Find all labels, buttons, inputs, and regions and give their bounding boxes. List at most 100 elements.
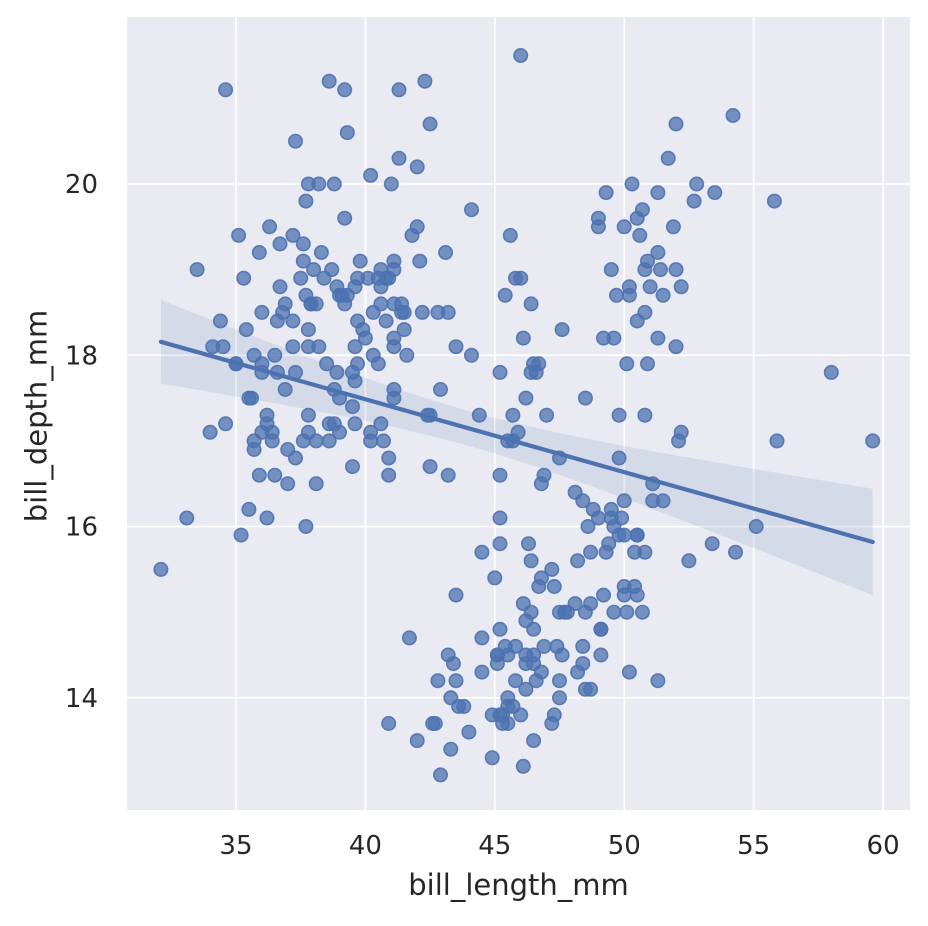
data-point: [634, 604, 650, 620]
data-point: [492, 536, 508, 552]
x-tick-label: 55: [737, 831, 770, 861]
y-tick-label: 20: [65, 170, 98, 200]
data-point: [233, 527, 249, 543]
data-point: [445, 656, 461, 672]
data-point: [632, 227, 648, 243]
data-point: [427, 715, 443, 731]
data-point: [725, 108, 741, 124]
data-point: [363, 433, 379, 449]
data-point: [311, 176, 327, 192]
data-point: [616, 219, 632, 235]
x-tick-label: 40: [349, 831, 382, 861]
data-point: [513, 47, 529, 63]
data-point: [500, 647, 516, 663]
data-point: [611, 527, 627, 543]
data-point: [308, 433, 324, 449]
data-point: [515, 758, 531, 774]
data-point: [231, 227, 247, 243]
data-point: [593, 647, 609, 663]
data-point: [396, 322, 412, 338]
data-point: [474, 630, 490, 646]
data-point: [440, 304, 456, 320]
data-point: [321, 416, 337, 432]
data-point: [246, 347, 262, 363]
data-point: [611, 450, 627, 466]
data-point: [267, 347, 283, 363]
data-point: [539, 407, 555, 423]
data-point: [704, 536, 720, 552]
data-point: [668, 339, 684, 355]
data-point: [352, 253, 368, 269]
data-point: [381, 715, 397, 731]
data-point: [471, 407, 487, 423]
data-point: [295, 433, 311, 449]
data-point: [381, 450, 397, 466]
data-point: [262, 219, 278, 235]
x-axis-label: bill_length_mm: [408, 868, 629, 902]
data-point: [375, 433, 391, 449]
data-point: [285, 339, 301, 355]
data-point: [554, 322, 570, 338]
data-point: [484, 750, 500, 766]
data-point: [689, 176, 705, 192]
data-point: [212, 313, 228, 329]
data-point: [536, 638, 552, 654]
data-point: [727, 544, 743, 560]
data-point: [492, 621, 508, 637]
data-point: [619, 356, 635, 372]
data-point: [583, 544, 599, 560]
data-point: [489, 656, 505, 672]
data-point: [673, 424, 689, 440]
data-point: [313, 245, 329, 261]
data-point: [378, 313, 394, 329]
data-point: [492, 467, 508, 483]
data-point: [215, 339, 231, 355]
data-point: [347, 339, 363, 355]
data-point: [417, 73, 433, 89]
data-point: [321, 73, 337, 89]
data-point: [401, 630, 417, 646]
data-point: [575, 638, 591, 654]
data-point: [432, 381, 448, 397]
data-point: [267, 467, 283, 483]
data-point: [280, 476, 296, 492]
data-point: [590, 210, 606, 226]
data-point: [259, 510, 275, 526]
data-point: [422, 116, 438, 132]
data-point: [484, 707, 500, 723]
data-point: [443, 690, 459, 706]
data-point: [300, 407, 316, 423]
data-point: [603, 262, 619, 278]
data-point: [443, 741, 459, 757]
data-point: [487, 570, 503, 586]
data-point: [295, 253, 311, 269]
y-tick-label: 18: [65, 341, 98, 371]
data-point: [298, 193, 314, 209]
data-point: [259, 416, 275, 432]
data-point: [627, 544, 643, 560]
data-point: [533, 664, 549, 680]
data-point: [448, 587, 464, 603]
data-point: [326, 176, 342, 192]
data-point: [350, 270, 366, 286]
data-point: [463, 347, 479, 363]
data-point: [650, 245, 666, 261]
data-point: [652, 262, 668, 278]
data-point: [551, 673, 567, 689]
data-point: [365, 304, 381, 320]
data-point: [665, 219, 681, 235]
data-point: [567, 484, 583, 500]
data-point: [634, 202, 650, 218]
data-point: [474, 664, 490, 680]
data-point: [497, 287, 513, 303]
regression-line: [158, 339, 875, 545]
data-point: [189, 262, 205, 278]
data-point: [339, 287, 355, 303]
data-point: [404, 227, 420, 243]
data-point: [523, 604, 539, 620]
data-point: [513, 270, 529, 286]
data-point: [295, 236, 311, 252]
data-point: [577, 681, 593, 697]
